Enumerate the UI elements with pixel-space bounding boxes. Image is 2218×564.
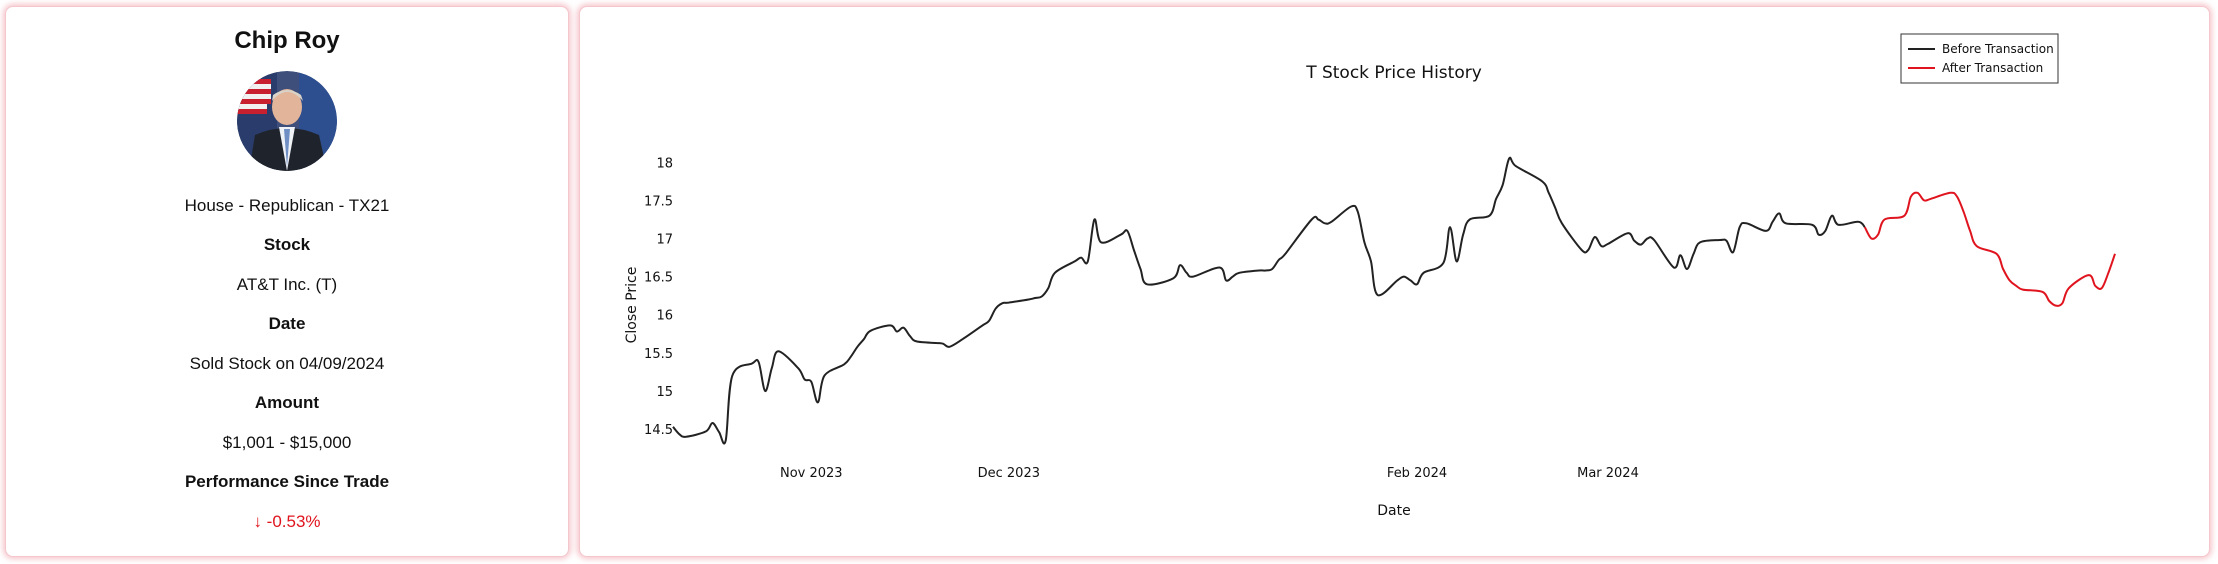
legend-label-before: Before Transaction <box>1942 42 2054 56</box>
series-line-after-transaction <box>1863 191 2116 307</box>
y-tick-label: 17 <box>656 233 673 248</box>
y-tick-label: 16 <box>656 309 673 324</box>
x-tick-label: Nov 2023 <box>780 466 843 481</box>
y-tick-label: 14.5 <box>644 423 673 438</box>
chart-title: T Stock Price History <box>1305 63 1482 83</box>
chart-legend: Before Transaction After Transaction <box>1900 33 2059 84</box>
avatar <box>237 71 337 171</box>
stock-heading: Stock <box>263 235 311 254</box>
y-tick-label: 17.5 <box>644 194 673 209</box>
date-value: Sold Stock on 04/09/2024 <box>189 354 385 373</box>
y-tick-label: 15.5 <box>644 347 673 362</box>
series-layer <box>672 156 2116 445</box>
stock-value: AT&T Inc. (T) <box>236 275 338 294</box>
profile-card: Chip Roy H <box>5 6 569 557</box>
affiliation-text: House - Republican - TX21 <box>184 196 390 215</box>
x-tick-label: Mar 2024 <box>1577 466 1639 481</box>
amount-value: $1,001 - $15,000 <box>222 433 352 452</box>
y-axis-ticks: 14.5 15 15.5 16 16.5 17 17.5 18 <box>644 156 673 438</box>
y-tick-label: 16.5 <box>644 271 673 286</box>
portrait-image <box>237 71 337 171</box>
amount-heading: Amount <box>254 393 320 412</box>
x-tick-label: Dec 2023 <box>978 466 1040 481</box>
y-tick-label: 15 <box>656 385 673 400</box>
x-axis-label: Date <box>1377 503 1410 519</box>
y-tick-label: 18 <box>656 156 673 171</box>
performance-heading: Performance Since Trade <box>184 472 390 491</box>
performance-value: ↓ -0.53% <box>253 512 321 531</box>
y-axis-label: Close Price <box>624 267 640 344</box>
chart-card: T Stock Price History Date Close Price 1… <box>579 6 2210 557</box>
x-axis-ticks: Nov 2023 Dec 2023 Feb 2024 Mar 2024 <box>780 466 1639 481</box>
x-tick-label: Feb 2024 <box>1387 466 1447 481</box>
price-history-chart: T Stock Price History Date Close Price 1… <box>624 33 2116 519</box>
politician-name: Chip Roy <box>234 27 340 54</box>
series-line-before-transaction <box>672 156 1866 445</box>
legend-box <box>1900 33 2059 84</box>
legend-label-after: After Transaction <box>1942 61 2043 75</box>
date-heading: Date <box>268 314 306 333</box>
